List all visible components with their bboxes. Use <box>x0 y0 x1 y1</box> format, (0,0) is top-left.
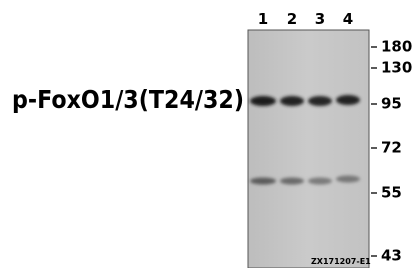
band <box>280 96 304 106</box>
marker-label: 72 <box>381 139 402 157</box>
band <box>280 178 304 185</box>
band <box>250 96 276 106</box>
band <box>336 95 360 105</box>
marker-label: 55 <box>381 184 402 202</box>
marker-label: 180 <box>381 38 412 56</box>
band <box>336 176 360 183</box>
lane-label: 2 <box>287 10 297 28</box>
marker-label: 43 <box>381 247 402 265</box>
marker-label: 95 <box>381 95 402 113</box>
marker-label: 130 <box>381 59 412 77</box>
band <box>308 178 332 185</box>
page: 1 2 3 4 180 130 95 72 55 43 p-FoxO1/3(T2… <box>0 0 414 268</box>
blot-figure: 1 2 3 4 180 130 95 72 55 43 p-FoxO1/3(T2… <box>0 0 414 268</box>
lane-label: 4 <box>343 10 353 28</box>
gel <box>248 30 369 268</box>
band <box>308 96 332 106</box>
band <box>250 178 276 185</box>
protein-label: p-FoxO1/3(T24/32) <box>12 85 244 114</box>
lane-label: 3 <box>315 10 325 28</box>
lane-label: 1 <box>258 10 268 28</box>
catalog-number: ZX171207-E1 <box>311 257 371 266</box>
